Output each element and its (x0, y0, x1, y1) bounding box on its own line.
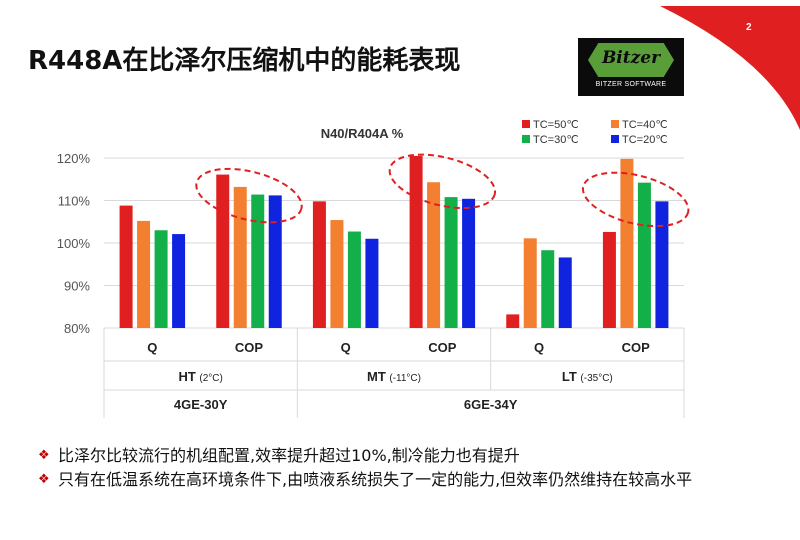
y-tick-label: 120% (57, 151, 91, 166)
compressor-group-label: 4GE-30Y (174, 397, 228, 412)
gridlines (104, 157, 684, 329)
bar (268, 195, 282, 328)
bar (409, 155, 423, 328)
condition-group-label: LT (-35°C) (562, 369, 613, 384)
bar (251, 194, 265, 328)
bar (506, 314, 520, 328)
chart-title: N40/R404A % (321, 126, 404, 141)
legend-swatch (522, 120, 530, 128)
bullet-text: 比泽尔比较流行的机组配置,效率提升超过10%,制冷能力也有提升 (58, 446, 520, 465)
bar (558, 257, 572, 328)
bar (655, 201, 669, 328)
bar (312, 201, 326, 328)
bar (602, 231, 616, 328)
bar (620, 158, 634, 328)
diamond-bullet-icon: ❖ (38, 448, 50, 463)
x-category-label: COP (235, 340, 264, 355)
legend-label: TC=20℃ (622, 134, 668, 146)
bar (365, 238, 379, 328)
bar (462, 198, 476, 328)
y-tick-label: 80% (64, 321, 90, 336)
bullet-item: ❖ 比泽尔比较流行的机组配置,效率提升超过10%,制冷能力也有提升 (38, 444, 758, 468)
bitzer-logo: Bitzer BITZER SOFTWARE (578, 38, 684, 96)
bar (233, 186, 247, 328)
bar (330, 220, 344, 328)
y-tick-label: 110% (58, 194, 91, 209)
highlight-ellipse (388, 153, 497, 210)
chart-legend: TC=50℃ TC=40℃ TC=30℃ TC=20℃ (522, 119, 668, 146)
y-tick-label: 100% (57, 236, 91, 251)
bar (172, 234, 186, 328)
bar (137, 220, 151, 328)
bar (444, 197, 458, 328)
legend-label: TC=50℃ (533, 119, 579, 131)
compressor-group-label: 6GE-34Y (464, 397, 518, 412)
x-category-label: Q (147, 340, 157, 355)
bullet-list: ❖ 比泽尔比较流行的机组配置,效率提升超过10%,制冷能力也有提升 ❖ 只有在低… (38, 444, 758, 492)
bar (427, 182, 441, 328)
y-axis-tick-labels: 80% 90% 100% 110% 120% (57, 151, 91, 336)
bar (523, 238, 537, 328)
bar (637, 182, 651, 328)
logo-wordmark: Bitzer (601, 48, 661, 68)
x-category-label: COP (428, 340, 457, 355)
category-table-lines (103, 328, 685, 418)
page-number: 2 (746, 22, 752, 33)
bullet-item: ❖ 只有在低温系统在高环境条件下,由喷液系统损失了一定的能力,但效率仍然维持在较… (38, 468, 758, 492)
legend-swatch (611, 135, 619, 143)
condition-group-label: MT (-11°C) (367, 369, 421, 384)
category-table-labels: Q COP Q COP Q COP HT (2°C) MT (-11°C) LT (-35°C)… (147, 340, 650, 412)
highlight-ellipse (195, 167, 303, 224)
slide-title: R448A在比泽尔压缩机中的能耗表现 (28, 46, 461, 76)
bar (119, 205, 133, 328)
y-tick-label: 90% (64, 279, 90, 294)
x-category-label: Q (534, 340, 544, 355)
legend-swatch (611, 120, 619, 128)
highlight-ellipse (581, 171, 690, 228)
legend-label: TC=30℃ (533, 134, 579, 146)
bar (347, 231, 361, 328)
logo-emblem (588, 43, 674, 77)
x-category-label: COP (622, 340, 651, 355)
bullet-text: 只有在低温系统在高环境条件下,由喷液系统损失了一定的能力,但效率仍然维持在较高水… (58, 470, 693, 489)
logo-subtext: BITZER SOFTWARE (595, 81, 667, 88)
bar (216, 174, 230, 328)
x-category-label: Q (341, 340, 351, 355)
highlight-ellipses (195, 153, 690, 228)
bar (541, 250, 555, 328)
bar (154, 230, 168, 328)
condition-group-label: HT (2°C) (178, 369, 222, 384)
legend-label: TC=40℃ (622, 119, 668, 131)
bar-series (119, 155, 669, 328)
legend-swatch (522, 135, 530, 143)
bar-chart: 80% 90% 100% 110% 120% Q COP Q COP Q COP HT (2°C) M… (57, 119, 690, 418)
diamond-bullet-icon: ❖ (38, 472, 50, 487)
